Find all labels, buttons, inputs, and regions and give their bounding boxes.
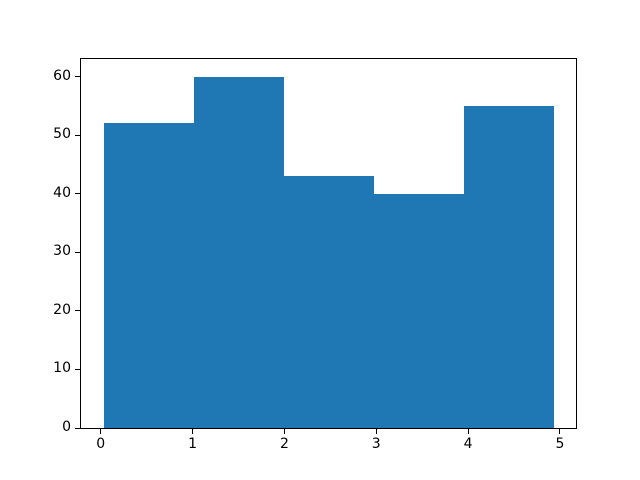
x-tick-label: 3	[371, 436, 381, 452]
y-tick-label: 60	[53, 67, 71, 84]
y-tick-label: 40	[53, 184, 71, 201]
y-tick-mark	[75, 310, 80, 312]
x-axis: 0 1 2 3 4 5	[81, 59, 576, 452]
plot-area: 0 1 2 3 4 5 0 10 20 30 40 50 60	[53, 58, 577, 452]
x-tick-mark	[467, 429, 469, 434]
y-tick-mark	[75, 193, 80, 195]
y-tick-label: 10	[53, 360, 71, 377]
y-tick-mark	[75, 368, 80, 370]
y-tick-label: 30	[53, 243, 71, 260]
histogram-bar	[373, 193, 464, 428]
x-tick-label: 4	[463, 436, 473, 452]
histogram-bar	[283, 176, 374, 428]
y-tick-mark	[75, 251, 80, 253]
y-tick-label: 20	[53, 301, 71, 318]
x-tick-mark	[100, 429, 102, 434]
x-tick-mark	[192, 429, 194, 434]
x-tick-label: 2	[279, 436, 289, 452]
x-tick-label: 1	[188, 436, 198, 452]
y-tick-mark	[75, 427, 80, 429]
bars-layer	[81, 59, 576, 428]
y-tick-label: 0	[62, 419, 71, 435]
histogram-bar	[463, 105, 554, 428]
y-tick-label: 50	[53, 126, 71, 143]
x-tick-mark	[375, 429, 377, 434]
histogram-bar	[193, 76, 284, 428]
y-axis: 0 10 20 30 40 50 60	[53, 59, 576, 435]
x-tick-mark	[559, 429, 561, 434]
histogram-bar	[103, 123, 194, 428]
x-tick-label: 5	[555, 436, 565, 452]
x-tick-label: 0	[96, 436, 106, 452]
y-tick-mark	[75, 134, 80, 136]
y-tick-mark	[75, 76, 80, 78]
x-tick-mark	[283, 429, 285, 434]
